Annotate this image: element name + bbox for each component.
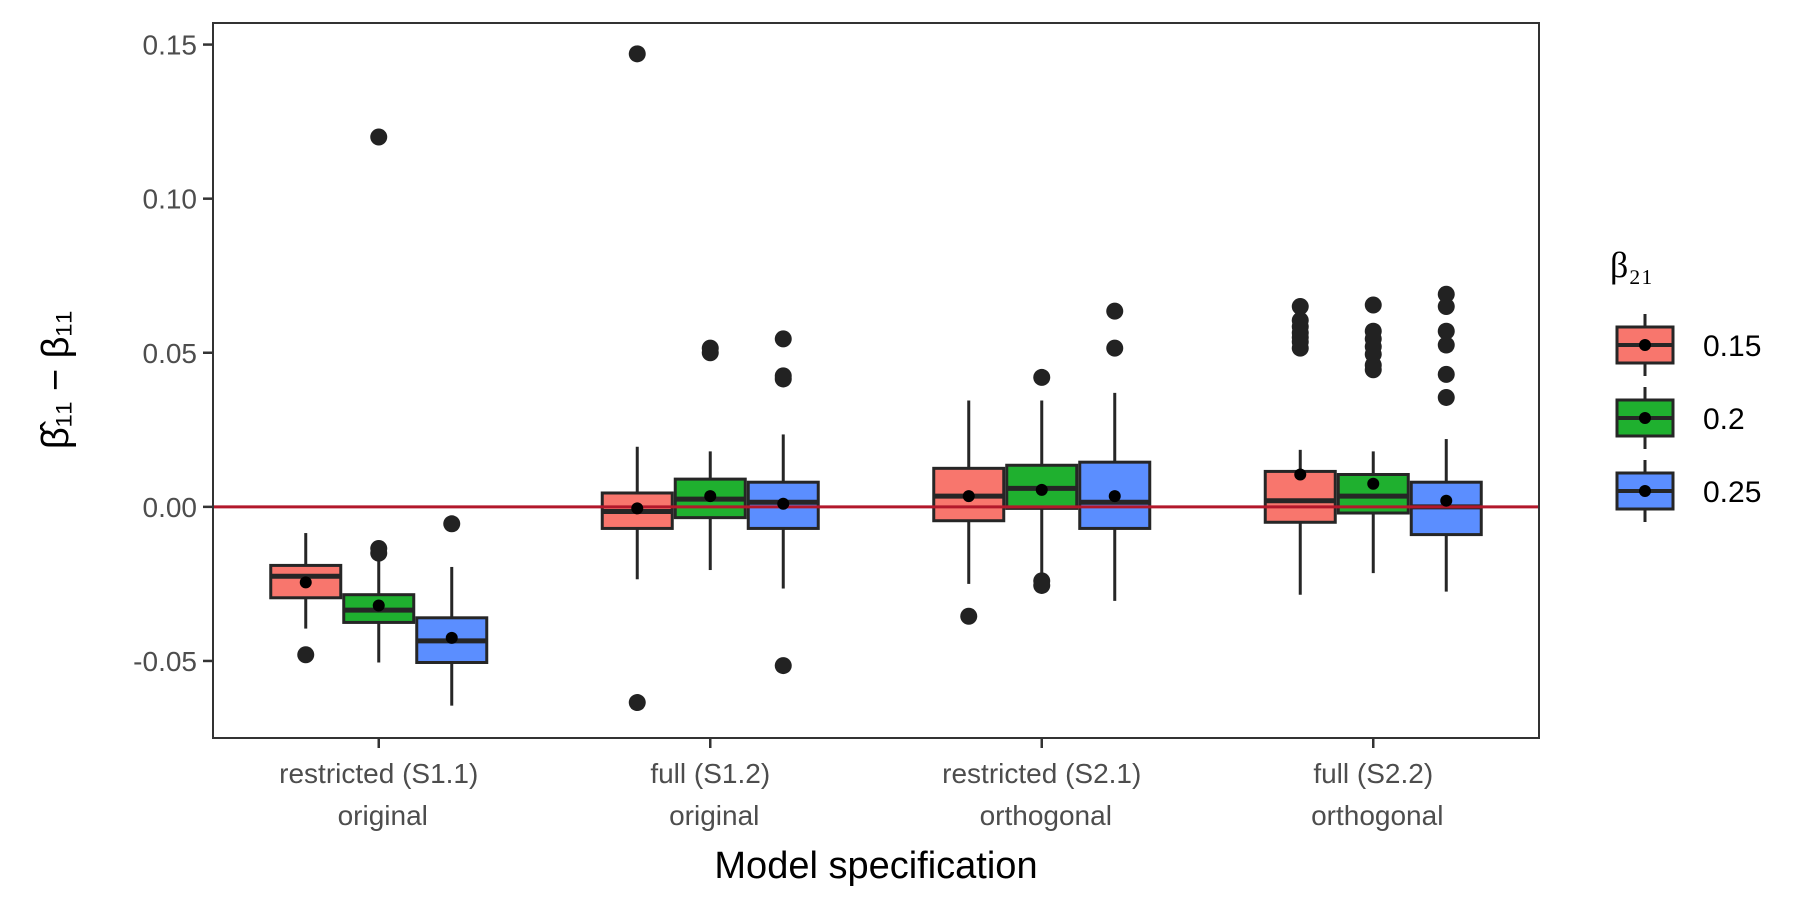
x-tick-label-line2: original xyxy=(338,800,428,831)
legend: β₂₁ 0.15 0.2 0.25 xyxy=(1610,245,1761,522)
x-tick-label-line1: restricted (S2.1) xyxy=(942,758,1141,789)
outlier-point xyxy=(1437,298,1455,316)
x-axis-title: Model specification xyxy=(714,845,1037,887)
x-tick-label-line2: orthogonal xyxy=(980,800,1112,831)
outlier-point xyxy=(701,344,719,362)
box-group xyxy=(269,533,343,664)
legend-label: 0.15 xyxy=(1703,330,1761,363)
outlier-point xyxy=(774,370,792,388)
legend-key-mean xyxy=(1639,339,1651,351)
box-group xyxy=(1005,368,1079,594)
box-group xyxy=(746,330,820,675)
x-tick-label-line1: full (S1.2) xyxy=(650,758,770,789)
outlier-point xyxy=(297,646,315,664)
mean-point xyxy=(1108,490,1121,503)
mean-point xyxy=(704,490,717,503)
box-group xyxy=(932,400,1006,625)
outlier-point xyxy=(1106,339,1124,357)
x-tick-label-line1: restricted (S1.1) xyxy=(279,758,478,789)
box-group xyxy=(1409,285,1483,592)
mean-point xyxy=(962,490,975,503)
outlier-point xyxy=(443,515,461,533)
outlier-point xyxy=(960,607,978,625)
y-tick-label: 0.15 xyxy=(143,30,198,61)
box-group xyxy=(415,515,489,706)
x-tick-label-line2: original xyxy=(669,800,759,831)
mean-point xyxy=(299,576,312,589)
mean-point xyxy=(445,631,458,644)
outlier-point xyxy=(774,657,792,675)
legend-title: β₂₁ xyxy=(1610,245,1653,285)
y-axis: -0.05 0.00 0.05 0.10 0.15 xyxy=(133,30,213,677)
box-group xyxy=(673,339,747,571)
box-group xyxy=(1263,298,1337,595)
mean-point xyxy=(631,502,644,515)
x-tick-label-line1: full (S2.2) xyxy=(1313,758,1433,789)
box-group xyxy=(1336,296,1410,574)
outlier-point xyxy=(370,128,388,146)
y-tick-label: -0.05 xyxy=(133,646,197,677)
box-iqr xyxy=(746,480,820,530)
panel-border xyxy=(212,22,1540,739)
x-tick-label-line2: orthogonal xyxy=(1311,800,1443,831)
y-tick-label: 0.10 xyxy=(143,184,198,215)
outlier-point xyxy=(1291,339,1309,357)
legend-key-mean xyxy=(1639,485,1651,497)
y-tick-label: 0.05 xyxy=(143,338,198,369)
box-group xyxy=(600,45,674,712)
outlier-point xyxy=(1437,336,1455,354)
legend-item: 0.2 xyxy=(1615,387,1745,449)
outlier-point xyxy=(1364,296,1382,314)
box-group xyxy=(1078,302,1152,601)
mean-point xyxy=(777,497,790,510)
outlier-point xyxy=(1437,388,1455,406)
mean-point xyxy=(1035,483,1048,496)
mean-point xyxy=(1440,494,1453,507)
outlier-point xyxy=(1291,298,1309,316)
box-group xyxy=(342,128,416,663)
outlier-point xyxy=(774,330,792,348)
box-iqr xyxy=(1263,469,1337,524)
outlier-point xyxy=(628,45,646,63)
outlier-point xyxy=(1033,368,1051,386)
legend-key-mean xyxy=(1639,412,1651,424)
x-axis: restricted (S1.1) original full (S1.2) orig… xyxy=(279,738,1443,831)
mean-point xyxy=(372,599,385,612)
outlier-point xyxy=(628,694,646,712)
outlier-point xyxy=(370,544,388,562)
outlier-point xyxy=(1364,361,1382,379)
outlier-point xyxy=(1437,365,1455,383)
outlier-point xyxy=(1437,322,1455,340)
y-tick-label: 0.00 xyxy=(143,492,198,523)
y-axis-title: β̂₁₁ − β₁₁ xyxy=(35,311,77,449)
outlier-point xyxy=(1437,285,1455,303)
outlier-point xyxy=(1033,576,1051,594)
legend-label: 0.25 xyxy=(1703,476,1761,509)
legend-item: 0.25 xyxy=(1615,460,1761,522)
outlier-point xyxy=(1106,302,1124,320)
legend-item: 0.15 xyxy=(1615,314,1761,376)
mean-point xyxy=(1294,468,1307,481)
mean-point xyxy=(1367,477,1380,490)
plot-area xyxy=(213,45,1539,712)
legend-label: 0.2 xyxy=(1703,403,1745,436)
